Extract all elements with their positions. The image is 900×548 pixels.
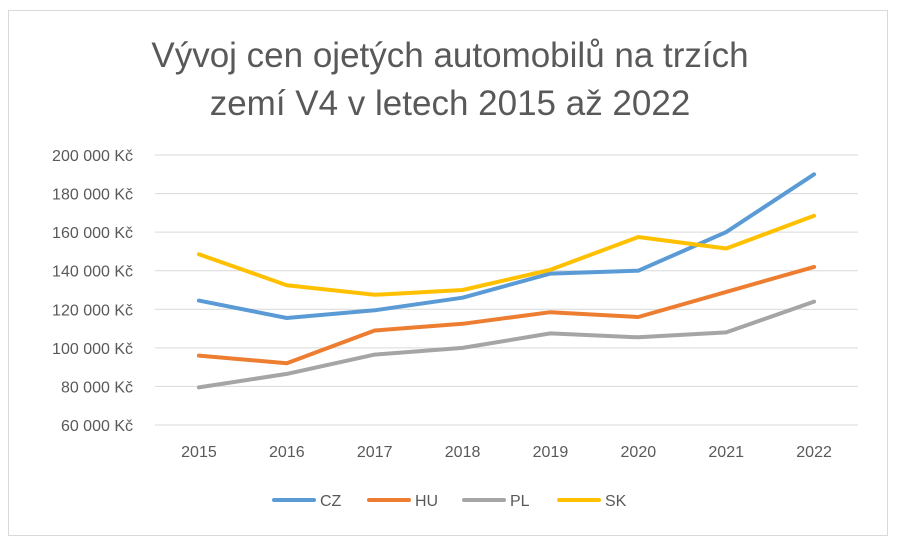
series-line-cz — [196, 172, 817, 320]
chart-title-line2: zemí V4 v letech 2015 až 2022 — [209, 84, 691, 123]
x-tick-label: 2020 — [621, 444, 657, 461]
y-tick-label: 100 000 Kč — [52, 341, 133, 358]
y-tick-label: 80 000 Kč — [61, 379, 133, 396]
chart-title-line1: Vývoj cen ojetých automobilů na trzích — [151, 36, 749, 75]
legend-label-sk: SK — [605, 493, 627, 510]
x-tick-label: 2017 — [357, 444, 393, 461]
y-tick-label: 60 000 Kč — [61, 418, 133, 435]
y-tick-label: 140 000 Kč — [52, 264, 133, 281]
y-tick-label: 160 000 Kč — [52, 225, 133, 242]
y-tick-label: 200 000 Kč — [52, 148, 133, 165]
legend-label-pl: PL — [510, 493, 530, 510]
chart-frame — [8, 10, 888, 536]
x-tick-label: 2019 — [533, 444, 569, 461]
x-tick-label: 2016 — [269, 444, 305, 461]
y-tick-label: 120 000 Kč — [52, 302, 133, 319]
legend-label-hu: HU — [415, 493, 438, 510]
x-tick-label: 2021 — [708, 444, 744, 461]
x-tick-label: 2022 — [796, 444, 832, 461]
x-tick-label: 2015 — [181, 444, 217, 461]
series-line-pl — [196, 299, 817, 390]
x-tick-label: 2018 — [445, 444, 481, 461]
y-tick-label: 180 000 Kč — [52, 187, 133, 204]
series-line-hu — [196, 264, 817, 366]
legend-label-cz: CZ — [320, 493, 342, 510]
series-line-sk — [196, 213, 817, 297]
chart-title: Vývoj cen ojetých automobilů na trzích z… — [0, 32, 900, 128]
